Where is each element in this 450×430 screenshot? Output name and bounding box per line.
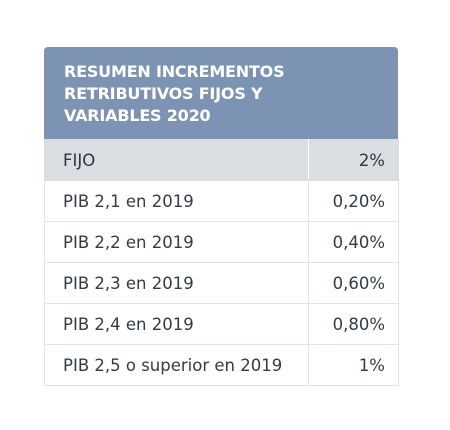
row-value: 0,40% <box>308 221 399 263</box>
table-row: PIB 2,4 en 2019 0,80% <box>44 303 399 345</box>
row-value: 1% <box>308 344 399 386</box>
row-value: 0,20% <box>308 180 399 222</box>
fijo-label: FIJO <box>44 139 309 181</box>
fijo-value: 2% <box>308 139 399 181</box>
increments-summary-card: RESUMEN INCREMENTOS RETRIBUTIVOS FIJOS Y… <box>44 47 399 386</box>
row-label: PIB 2,4 en 2019 <box>44 303 309 345</box>
increments-table: FIJO 2% PIB 2,1 en 2019 0,20% PIB 2,2 en… <box>44 139 399 386</box>
card-header: RESUMEN INCREMENTOS RETRIBUTIVOS FIJOS Y… <box>44 47 398 139</box>
row-value: 0,80% <box>308 303 399 345</box>
row-label: PIB 2,1 en 2019 <box>44 180 309 222</box>
row-value: 0,60% <box>308 262 399 304</box>
card-title: RESUMEN INCREMENTOS RETRIBUTIVOS FIJOS Y… <box>64 62 285 125</box>
table-row: PIB 2,3 en 2019 0,60% <box>44 262 399 304</box>
table-row: PIB 2,2 en 2019 0,40% <box>44 221 399 263</box>
table-row: PIB 2,1 en 2019 0,20% <box>44 180 399 222</box>
row-label: PIB 2,5 o superior en 2019 <box>44 344 309 386</box>
table-row: PIB 2,5 o superior en 2019 1% <box>44 344 399 386</box>
fijo-row: FIJO 2% <box>44 139 399 181</box>
row-label: PIB 2,2 en 2019 <box>44 221 309 263</box>
row-label: PIB 2,3 en 2019 <box>44 262 309 304</box>
